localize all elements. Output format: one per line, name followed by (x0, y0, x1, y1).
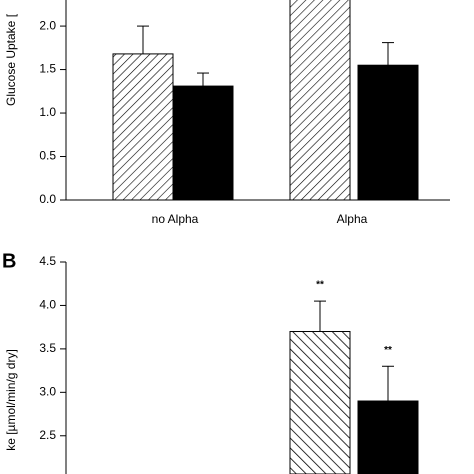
y-tick-label: 3.5 (39, 341, 56, 355)
significance-label: ** (384, 345, 392, 356)
panel-label: B (2, 250, 16, 272)
bar (289, 0, 351, 201)
y-tick-label: 1.0 (39, 105, 56, 119)
y-tick-label: 4.0 (39, 298, 56, 312)
y-tick-label: 0.5 (39, 149, 56, 163)
y-tick-label: 4.5 (39, 254, 56, 268)
y-tick-label: 0.0 (39, 192, 56, 206)
y-tick-label: 2.5 (39, 428, 56, 442)
significance-label: ** (316, 280, 324, 291)
bar (357, 64, 419, 201)
x-tick-label: Alpha (337, 212, 368, 226)
bar (112, 53, 174, 201)
bar (289, 331, 351, 474)
x-tick-label: no Alpha (152, 212, 199, 226)
y-axis-label: ke [µmol/min/g dry] (4, 349, 18, 451)
y-tick-label: 3.0 (39, 384, 56, 398)
bar (172, 85, 234, 201)
bar (357, 400, 419, 474)
y-tick-label: 1.5 (39, 62, 56, 76)
y-tick-label: 2.0 (39, 18, 56, 32)
y-axis-label: Glucose Uptake [ (4, 13, 18, 106)
